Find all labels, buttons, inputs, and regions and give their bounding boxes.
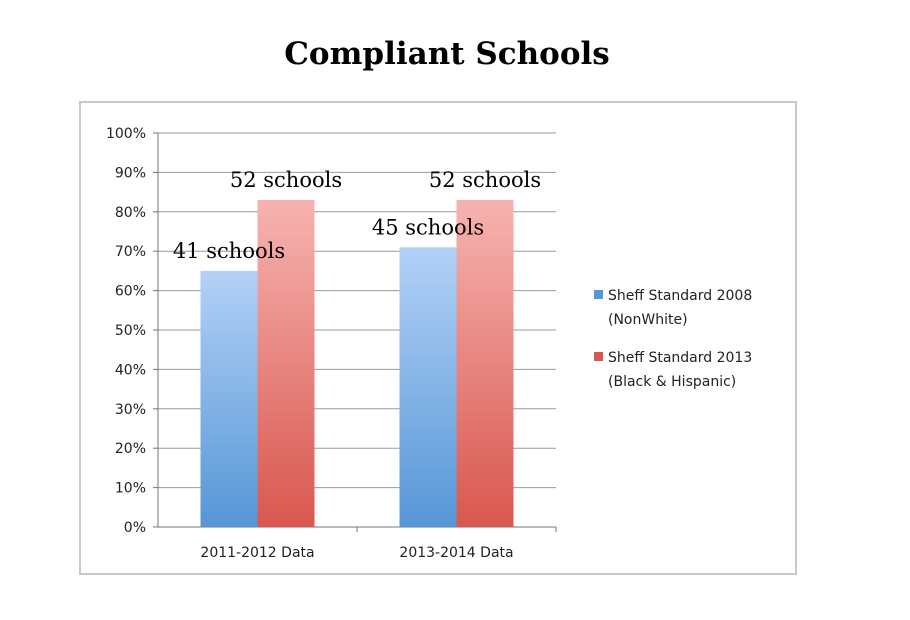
data-label: 52 schools — [429, 168, 541, 192]
y-tick-label: 100% — [106, 126, 146, 142]
chart-title: Compliant Schools — [284, 36, 610, 72]
y-tick-label: 40% — [115, 362, 146, 378]
bar — [200, 270, 258, 527]
y-tick-label: 60% — [115, 284, 146, 300]
legend-swatch — [594, 352, 603, 361]
legend-label: (NonWhite) — [608, 312, 688, 328]
legend-swatch — [594, 290, 603, 299]
y-tick-label: 20% — [115, 441, 146, 457]
bar — [257, 199, 315, 528]
y-tick-label: 90% — [115, 165, 146, 181]
bar — [456, 199, 514, 528]
data-label: 41 schools — [173, 239, 285, 263]
data-label: 52 schools — [230, 168, 342, 192]
y-tick-label: 10% — [115, 481, 146, 497]
y-tick-label: 50% — [115, 323, 146, 339]
y-tick-label: 80% — [115, 205, 146, 221]
legend-label: Sheff Standard 2008 — [608, 288, 752, 304]
bar — [399, 247, 457, 527]
legend-label: Sheff Standard 2013 — [608, 350, 752, 366]
x-category-label: 2013-2014 Data — [399, 545, 513, 561]
y-tick-label: 70% — [115, 244, 146, 260]
y-tick-label: 30% — [115, 402, 146, 418]
legend-label: (Black & Hispanic) — [608, 374, 736, 390]
data-label: 45 schools — [372, 215, 484, 239]
y-tick-label: 0% — [124, 520, 146, 536]
x-category-label: 2011-2012 Data — [200, 545, 314, 561]
